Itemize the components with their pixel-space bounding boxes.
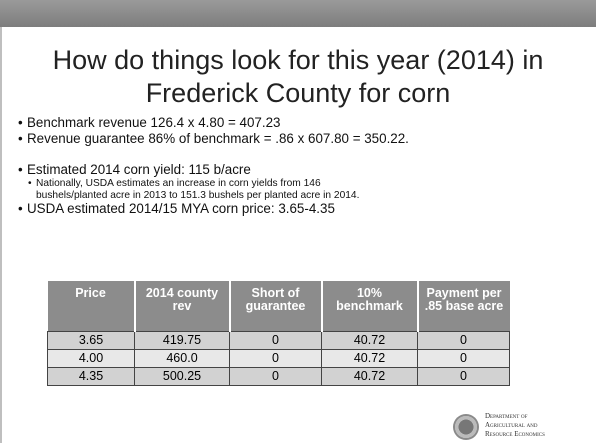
col-header-county-rev: 2014 county rev	[134, 281, 231, 331]
table-row: 3.65 419.75 0 40.72 0	[47, 330, 510, 350]
cell: 4.35	[47, 366, 135, 386]
table-header-row: Price 2014 county rev Short of guarantee…	[47, 281, 510, 331]
table-row: 4.35 500.25 0 40.72 0	[47, 366, 510, 386]
cell: 4.00	[47, 348, 135, 368]
bullet-yield: • Estimated 2014 corn yield: 115 b/acre	[18, 162, 251, 177]
cell: 419.75	[134, 330, 230, 350]
payment-table: Price 2014 county rev Short of guarantee…	[47, 281, 510, 386]
bullet-benchmark: • Benchmark revenue 126.4 x 4.80 = 407.23	[18, 115, 281, 130]
title-line-1: How do things look for this year (2014) …	[52, 45, 544, 75]
cell: 0	[417, 330, 510, 350]
cell: 0	[229, 366, 322, 386]
bullet-guarantee: • Revenue guarantee 86% of benchmark = .8…	[18, 131, 409, 146]
cell: 0	[229, 348, 322, 368]
cell: 460.0	[134, 348, 230, 368]
university-seal-icon	[453, 414, 479, 440]
department-logo: Department of Agricultural and Resource …	[453, 410, 591, 444]
cell: 40.72	[321, 348, 418, 368]
slide-title: How do things look for this year (2014) …	[10, 44, 586, 110]
col-header-price: Price	[47, 281, 136, 331]
department-name: Department of Agricultural and Resource …	[485, 412, 545, 438]
col-header-payment: Payment per .85 base acre	[417, 281, 510, 331]
col-header-short: Short of guarantee	[229, 281, 323, 331]
bullet-list: • Benchmark revenue 126.4 x 4.80 = 407.23…	[18, 115, 588, 217]
title-line-2: Frederick County for corn	[145, 78, 451, 108]
slide-top-bar	[0, 0, 596, 27]
col-header-benchmark: 10% benchmark	[321, 281, 419, 331]
cell: 0	[229, 330, 322, 350]
cell: 0	[417, 348, 510, 368]
cell: 40.72	[321, 366, 418, 386]
table-row: 4.00 460.0 0 40.72 0	[47, 348, 510, 368]
cell: 3.65	[47, 330, 135, 350]
sub-bullet-usda-yield: • Nationally, USDA estimates an increase …	[28, 178, 321, 189]
bullet-price: • USDA estimated 2014/15 MYA corn price: …	[18, 201, 335, 216]
sub-bullet-usda-yield-cont: bushels/planted acre in 2013 to 151.3 bu…	[36, 189, 360, 201]
cell: 500.25	[134, 366, 230, 386]
slide-frame	[0, 27, 596, 443]
cell: 0	[417, 366, 510, 386]
cell: 40.72	[321, 330, 418, 350]
